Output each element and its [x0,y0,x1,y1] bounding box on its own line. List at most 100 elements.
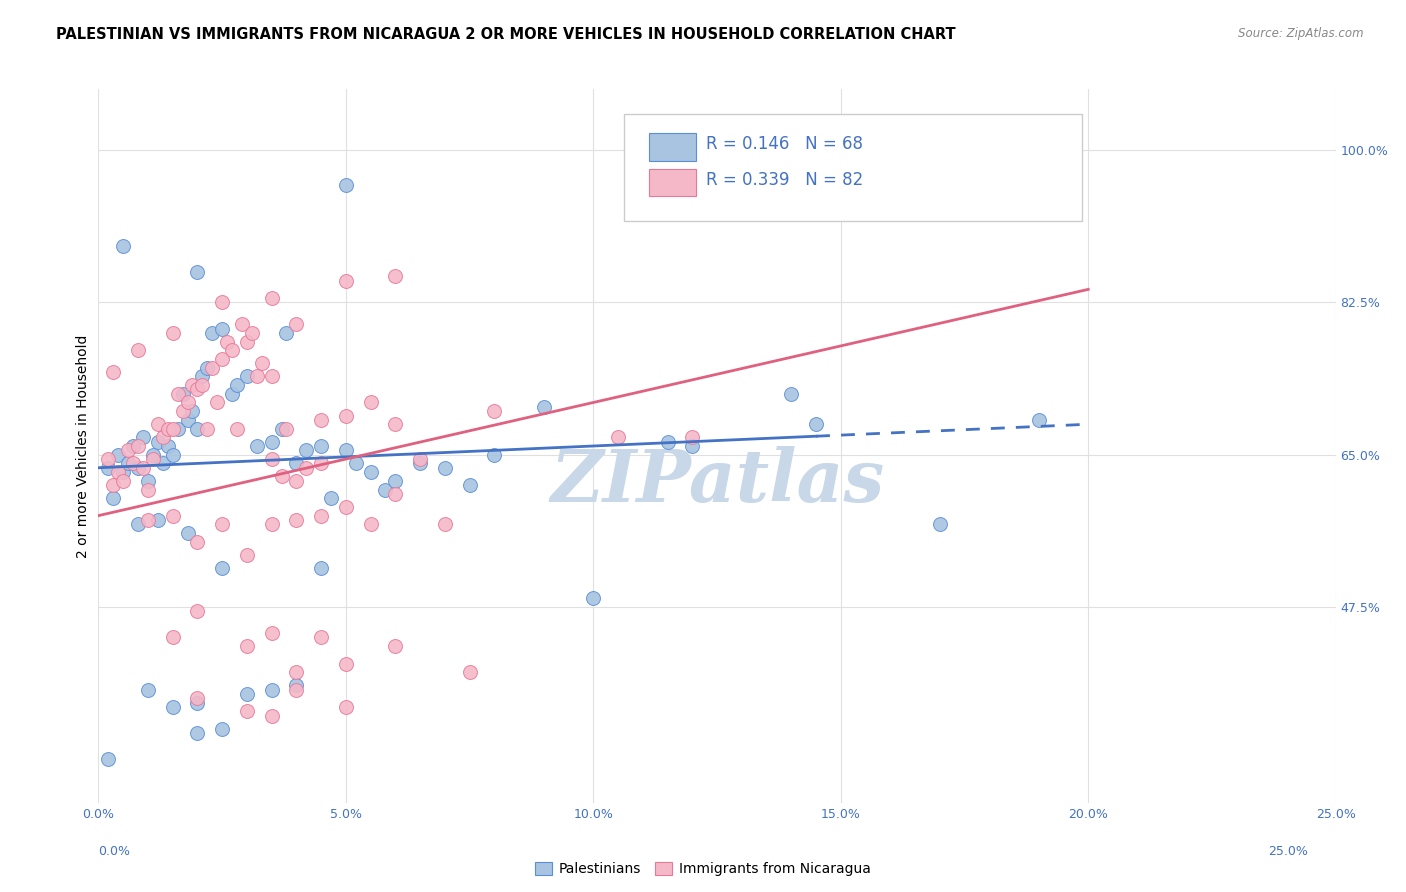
Text: 25.0%: 25.0% [1268,846,1308,858]
Point [681,439,703,453]
Point [309,631,332,645]
Point [657,434,679,449]
Point [186,383,208,397]
Point [181,404,204,418]
Point [285,665,308,680]
Point [276,326,298,340]
Point [146,417,169,432]
Point [309,508,332,523]
Point [240,326,263,340]
Text: 0.0%: 0.0% [98,846,131,858]
Point [607,430,630,444]
Point [458,665,481,680]
Point [582,591,605,606]
Point [176,395,198,409]
Point [211,722,233,736]
Point [136,513,159,527]
Point [226,378,249,392]
Point [1028,413,1050,427]
Text: Source: ZipAtlas.com: Source: ZipAtlas.com [1239,27,1364,40]
Point [335,500,357,514]
Point [433,517,456,532]
Point [221,386,243,401]
Text: ZIPatlas: ZIPatlas [550,446,884,517]
Point [309,413,332,427]
Point [191,378,214,392]
Point [276,421,298,435]
Point [181,378,204,392]
Point [335,274,357,288]
Point [344,457,367,471]
Point [360,517,382,532]
Point [162,631,184,645]
FancyBboxPatch shape [650,169,696,196]
Point [205,395,228,409]
Point [384,417,406,432]
Point [360,465,382,479]
Point [533,400,555,414]
Point [112,239,135,253]
Point [433,460,456,475]
Point [260,452,283,467]
Point [830,161,852,175]
Point [112,465,135,479]
Point [97,452,120,467]
Point [260,369,283,384]
Point [270,469,292,483]
Point [221,343,243,358]
Point [176,413,198,427]
Point [152,430,174,444]
Point [780,386,803,401]
Point [186,691,208,706]
Point [236,687,259,701]
Point [236,369,259,384]
Point [246,439,269,453]
Point [285,513,308,527]
Point [162,421,184,435]
Point [384,269,406,284]
Point [122,457,145,471]
Point [384,487,406,501]
Point [195,360,218,375]
Point [285,678,308,692]
Point [127,460,149,475]
Point [166,421,188,435]
Text: PALESTINIAN VS IMMIGRANTS FROM NICARAGUA 2 OR MORE VEHICLES IN HOUSEHOLD CORRELA: PALESTINIAN VS IMMIGRANTS FROM NICARAGUA… [56,27,956,42]
Point [162,508,184,523]
Point [409,452,432,467]
Point [211,351,233,366]
Point [928,517,950,532]
Point [236,639,259,653]
Point [146,513,169,527]
Point [117,443,139,458]
Point [226,421,249,435]
Point [309,457,332,471]
Point [384,474,406,488]
Point [156,421,179,435]
Point [285,682,308,697]
Point [162,448,184,462]
Y-axis label: 2 or more Vehicles in Household: 2 or more Vehicles in Household [76,334,90,558]
Point [236,548,259,562]
Point [260,517,283,532]
Point [246,369,269,384]
Point [186,265,208,279]
Point [136,682,159,697]
Point [260,434,283,449]
Point [804,417,827,432]
Point [260,708,283,723]
Point [103,365,125,379]
Point [186,534,208,549]
Point [195,421,218,435]
Point [132,460,155,475]
Point [409,457,432,471]
Point [162,326,184,340]
Point [103,491,125,506]
Point [142,448,165,462]
Point [172,386,194,401]
Point [384,639,406,653]
Point [681,430,703,444]
Point [97,460,120,475]
Point [319,491,342,506]
Point [146,434,169,449]
